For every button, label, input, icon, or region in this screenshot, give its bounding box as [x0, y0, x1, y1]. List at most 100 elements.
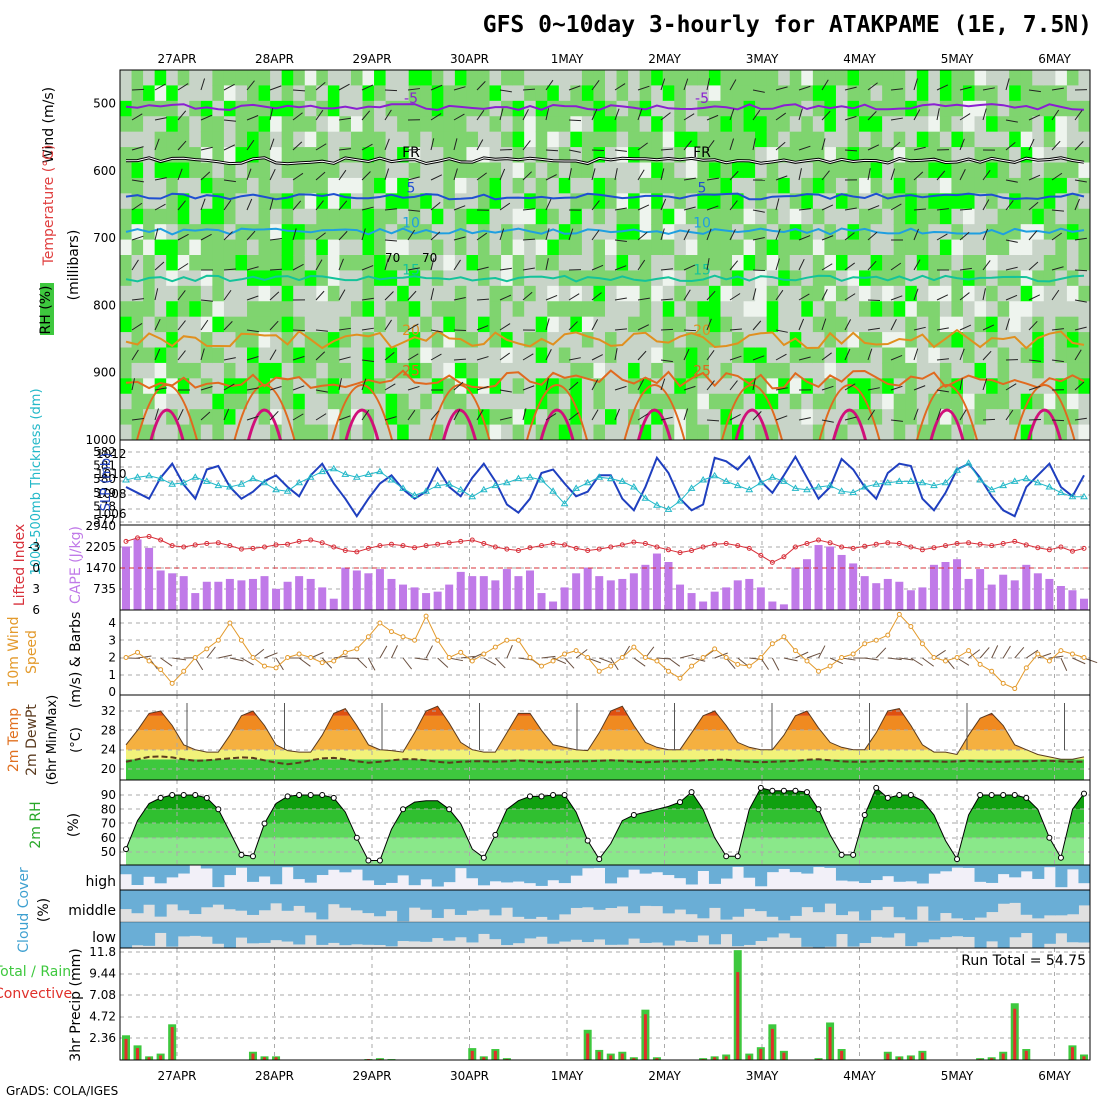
slp-thickness-panel: 58258158057957857710121010100810061000-5…	[29, 388, 1091, 576]
cloud-cover-bar	[270, 865, 283, 885]
wind-barb	[361, 171, 371, 181]
wind-barb	[246, 266, 259, 271]
isotherm-label: 10	[402, 215, 420, 231]
rh-cell	[801, 424, 814, 441]
rh-cell	[316, 224, 329, 241]
rh-cell	[801, 255, 814, 271]
cloud-cover-bar	[327, 865, 340, 870]
rh-cell	[1043, 285, 1056, 302]
cloud-level-high: high	[85, 874, 116, 890]
wind-speed-marker	[862, 641, 868, 647]
rh-cell	[235, 208, 248, 225]
rh-cell	[766, 131, 779, 148]
isotherm-hump-hot	[344, 408, 380, 441]
rh-cell	[223, 255, 236, 271]
wind-barb	[890, 262, 902, 271]
rh-cell	[986, 177, 999, 194]
rh-cell	[616, 131, 629, 148]
cloud-cover-bar	[697, 865, 710, 871]
cloud-cover-bar	[605, 890, 618, 909]
rh-cell	[270, 255, 283, 271]
rh-cell	[339, 316, 352, 333]
rh-cell	[916, 116, 929, 133]
rh-cell	[235, 362, 248, 379]
wind-speed-marker	[227, 620, 233, 626]
rh-cell	[477, 347, 491, 364]
cloud-cover-bar	[189, 922, 202, 936]
wind-barb	[154, 288, 159, 301]
cape-bar	[433, 591, 442, 610]
li-marker	[931, 545, 937, 551]
thickness-marker	[964, 459, 973, 466]
wind-speed-marker	[1058, 648, 1064, 654]
rh-cell	[281, 224, 294, 241]
cape-bar	[1056, 586, 1065, 610]
thickness-marker	[526, 473, 534, 480]
rh-cell	[916, 362, 929, 379]
rh-cell	[327, 378, 340, 395]
rh-marker	[596, 856, 603, 863]
rh-cell	[143, 193, 156, 210]
rh-cell	[247, 301, 260, 318]
wind-barb	[660, 198, 667, 211]
wind-barb	[200, 78, 206, 91]
rh-cell	[1066, 116, 1079, 133]
rh-cell	[200, 193, 213, 210]
rh-cell	[1078, 424, 1091, 441]
wind-barb	[890, 319, 897, 331]
wind-barb-10m	[437, 657, 449, 668]
thickness-marker	[168, 480, 177, 487]
rh-cell	[962, 131, 976, 148]
rh-cell	[327, 70, 340, 86]
rh-cell	[778, 70, 791, 86]
rh-cell	[431, 347, 444, 364]
rh-cell	[951, 332, 964, 348]
rh-cell	[824, 162, 837, 179]
rh-cell	[489, 255, 502, 271]
rh-cell	[974, 393, 987, 410]
y-tick-label: 60	[101, 831, 116, 845]
rh-cell	[962, 177, 976, 194]
wind-barb	[292, 228, 297, 241]
li-marker	[123, 538, 129, 544]
cape-bar	[964, 578, 973, 610]
rh-cell	[247, 362, 260, 379]
wind-barb	[867, 231, 878, 241]
rh-cell	[350, 131, 363, 148]
rh-cell	[916, 85, 929, 102]
rh-cell	[812, 301, 825, 318]
precip-convective-bar	[713, 1057, 717, 1060]
wind-barb	[430, 231, 441, 241]
wind-barb	[246, 295, 259, 301]
rh-cell	[1009, 177, 1022, 194]
rh-cell	[350, 285, 363, 302]
rh-cell	[293, 239, 306, 256]
rh-marker	[561, 792, 568, 798]
rh-cell	[743, 316, 756, 333]
rh-cell	[304, 316, 317, 333]
rh-cell	[766, 224, 779, 241]
rh-cell	[535, 131, 548, 148]
rh-cell	[212, 116, 225, 133]
cloud-cover-bar	[628, 890, 641, 914]
precip-convective-bar	[724, 1056, 728, 1060]
wind-barb-10m	[818, 645, 826, 659]
rh-cell	[939, 162, 952, 179]
cloud-cover-bar	[812, 890, 825, 913]
rh-cell	[212, 285, 225, 302]
rh-cell	[293, 285, 306, 302]
wind-speed-marker	[654, 658, 660, 664]
rh-cell	[812, 116, 825, 133]
rh-cell	[350, 70, 363, 86]
cloud-cover-bar	[316, 890, 329, 920]
rh-cell	[766, 239, 779, 256]
rh-cell	[1020, 316, 1033, 333]
rh-cell	[316, 301, 329, 318]
rh-cell	[281, 100, 294, 117]
rh-cell	[581, 301, 594, 318]
cloud-cover-bar	[385, 890, 398, 911]
wind-speed-marker	[1012, 686, 1018, 692]
wind-barb	[982, 199, 990, 211]
rh-cell	[189, 270, 202, 287]
rh-cell	[1009, 208, 1022, 225]
